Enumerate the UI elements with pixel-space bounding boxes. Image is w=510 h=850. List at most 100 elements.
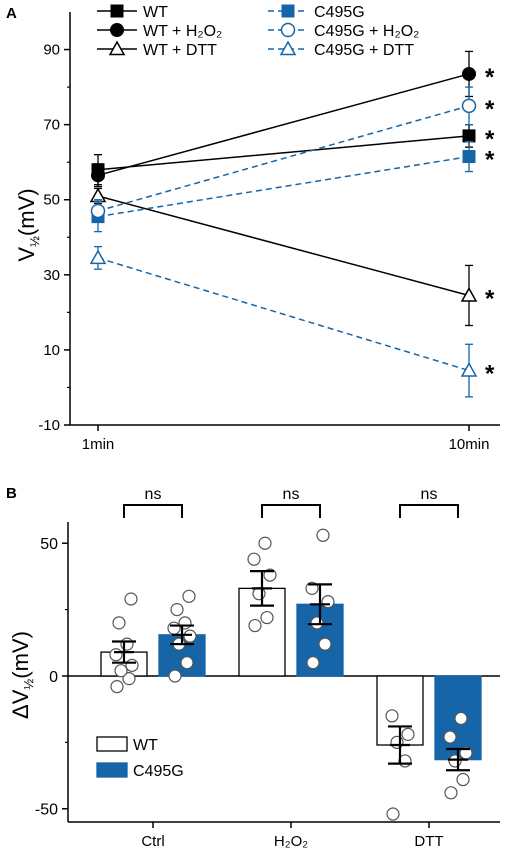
panel-a-y-axis-label: V½(mV) [14, 188, 42, 261]
individual-point [306, 656, 320, 670]
panel-b-x-tick-label: Ctrl [141, 833, 164, 850]
individual-point [316, 528, 330, 542]
series-1: * [91, 50, 495, 188]
individual-point [122, 672, 136, 686]
panel-a-y-tick-label: 10 [43, 342, 60, 359]
individual-point [401, 727, 415, 741]
series-2: * [89, 187, 495, 327]
panel-a-ylabel-subscript: ½ [27, 236, 42, 247]
panel-b-y-tick-label: 0 [49, 669, 58, 686]
individual-point [112, 616, 126, 630]
series-line [97, 195, 470, 297]
panel-a-label: A [6, 5, 17, 22]
panel-b-y-tick-label: -50 [35, 802, 58, 819]
series-line [97, 135, 470, 171]
individual-point [318, 637, 332, 651]
individual-point [170, 603, 184, 617]
legend-label: WT [143, 4, 168, 21]
individual-point [321, 595, 335, 609]
significance-star: * [485, 285, 495, 312]
significance-star: * [485, 96, 495, 123]
individual-point [109, 648, 123, 662]
individual-point [248, 618, 262, 633]
data-point [461, 98, 477, 114]
panel-b-x-tick-label: H₂O₂ [274, 833, 308, 850]
legend-label: C495G + H₂O₂ [314, 23, 419, 40]
comparison-label: ns [421, 486, 438, 503]
data-point [462, 150, 476, 164]
legend-marker [108, 40, 126, 56]
series-line [97, 155, 470, 218]
panel-a-y-tick-label: 70 [43, 117, 60, 134]
panel-a-x-tick-label: 1min [82, 436, 115, 453]
panel-a-x-tick-label: 10min [449, 436, 490, 453]
individual-point [110, 680, 124, 694]
panel-b-bar-chart: B 50 0 -50 Ctrl H₂O₂ DTT ns ns ns WT C495G ΔV½(m… [6, 485, 500, 850]
panel-a-y-tick-label: 50 [43, 192, 60, 209]
panel-a-ylabel-main: V [14, 247, 39, 262]
panel-a-plot-area: ****** [89, 50, 495, 398]
panel-b-plot-area: ns ns ns [100, 486, 482, 821]
panel-b-ylabel-main: ΔV [8, 689, 33, 719]
individual-point [386, 807, 400, 821]
comparison-bracket [261, 504, 321, 518]
individual-point [180, 656, 194, 670]
data-point [91, 168, 105, 183]
panel-b-ylabel-unit: (mV) [8, 631, 33, 679]
individual-point [247, 552, 261, 566]
bar-series-0 [100, 536, 424, 821]
individual-point [167, 621, 181, 635]
series-line [97, 105, 470, 212]
legend-marker [280, 22, 296, 38]
panel-a-ylabel-unit: (mV) [14, 188, 39, 236]
panel-b-y-axis-label: ΔV½(mV) [8, 631, 36, 719]
legend-label: C495G [133, 763, 184, 780]
individual-point [448, 754, 462, 768]
panel-b-ylabel-subscript: ½ [21, 679, 36, 690]
panel-a-axes: 90 70 50 30 10 -10 1min 10min [38, 12, 500, 453]
comparison-label: ns [145, 486, 162, 503]
series-line [97, 257, 470, 372]
panel-b-label: B [6, 485, 17, 502]
comparison-bracket [123, 504, 183, 518]
individual-point [124, 592, 138, 606]
comparison-bracket [399, 504, 459, 518]
individual-point [178, 616, 192, 630]
significance-star: * [485, 147, 495, 174]
individual-point [182, 589, 196, 603]
comparison-label: ns [283, 486, 300, 503]
individual-point [125, 658, 139, 672]
panel-b-axes: 50 0 -50 Ctrl H₂O₂ DTT [35, 522, 500, 850]
individual-point [390, 735, 404, 749]
individual-point [385, 709, 399, 723]
individual-point [120, 637, 134, 651]
data-point [462, 66, 476, 81]
individual-point [260, 610, 274, 625]
legend-marker [110, 4, 124, 18]
individual-point [114, 664, 128, 678]
legend-swatch [96, 762, 128, 778]
data-point [460, 286, 478, 302]
legend-label: WT + H₂O₂ [143, 23, 222, 40]
individual-point [456, 772, 470, 787]
legend-marker [281, 4, 295, 18]
data-point [90, 203, 106, 219]
legend-marker [279, 40, 297, 56]
legend-label: C495G [314, 4, 365, 21]
individual-point [168, 669, 182, 683]
individual-point [310, 616, 324, 630]
significance-star: * [485, 126, 495, 153]
panel-b-legend: WT C495G [96, 736, 184, 780]
legend-swatch [96, 736, 128, 752]
data-point [462, 129, 476, 143]
series-line [97, 73, 470, 177]
panel-b-x-tick-label: DTT [414, 833, 443, 850]
panel-a-y-tick-label: 30 [43, 267, 60, 284]
individual-point [252, 587, 266, 601]
individual-point [444, 786, 458, 800]
series-4: * [90, 86, 495, 223]
individual-point [443, 730, 457, 744]
panel-a-legend: WT WT + H₂O₂ WT + DTT C495G C495G + H₂O₂ C495… [97, 4, 419, 59]
